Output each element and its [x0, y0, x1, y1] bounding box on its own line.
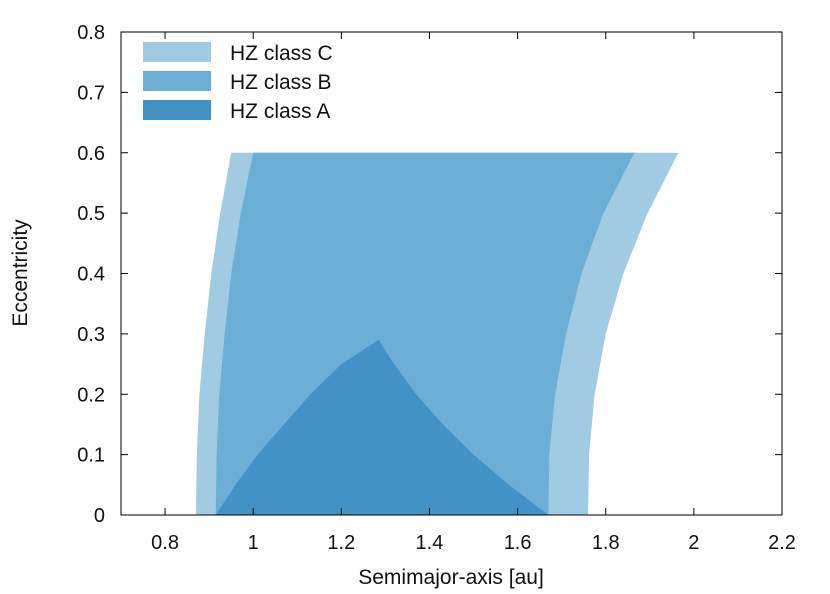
- hz-regions: [195, 152, 679, 516]
- y-tick-label: 0.5: [77, 203, 105, 225]
- legend-swatch: [143, 42, 211, 62]
- y-tick-label: 0: [94, 505, 105, 527]
- axis-ticks: [121, 31, 783, 516]
- x-tick-label: 2: [688, 532, 699, 554]
- y-tick-label: 0.4: [77, 264, 105, 286]
- x-tick-label: 1.8: [592, 532, 620, 554]
- y-tick-label: 0.6: [77, 143, 105, 165]
- legend-label: HZ class C: [230, 42, 333, 65]
- legend-swatch: [143, 71, 211, 91]
- x-tick-label: 0.8: [151, 532, 179, 554]
- x-axis-title: Semimajor-axis [au]: [358, 566, 544, 589]
- legend: HZ class C HZ class B HZ class A: [143, 42, 333, 123]
- legend-label: HZ class A: [230, 100, 330, 123]
- hz-area-3: [215, 339, 549, 515]
- legend-label: HZ class B: [230, 71, 332, 94]
- x-tick-label: 1.2: [327, 532, 355, 554]
- legend-swatch: [143, 100, 211, 120]
- x-tick-label: 1.4: [416, 532, 444, 554]
- y-tick-label: 0.8: [77, 22, 105, 44]
- x-tick-label: 2.2: [768, 532, 796, 554]
- y-tick-label: 0.7: [77, 82, 105, 104]
- x-tick-label: 1.6: [504, 532, 532, 554]
- y-tick-label: 0.1: [77, 445, 105, 467]
- axis-tick-labels: 0.8 1 1.2 1.4 1.6 1.8 2 2.2 0 0.1 0.2 0.3 0.4 0.5 0.6 0…: [77, 22, 796, 554]
- y-tick-label: 0.3: [77, 324, 105, 346]
- y-axis-title: Eccentricity: [9, 219, 32, 327]
- x-tick-label: 1: [248, 532, 259, 554]
- y-tick-label: 0.2: [77, 384, 105, 406]
